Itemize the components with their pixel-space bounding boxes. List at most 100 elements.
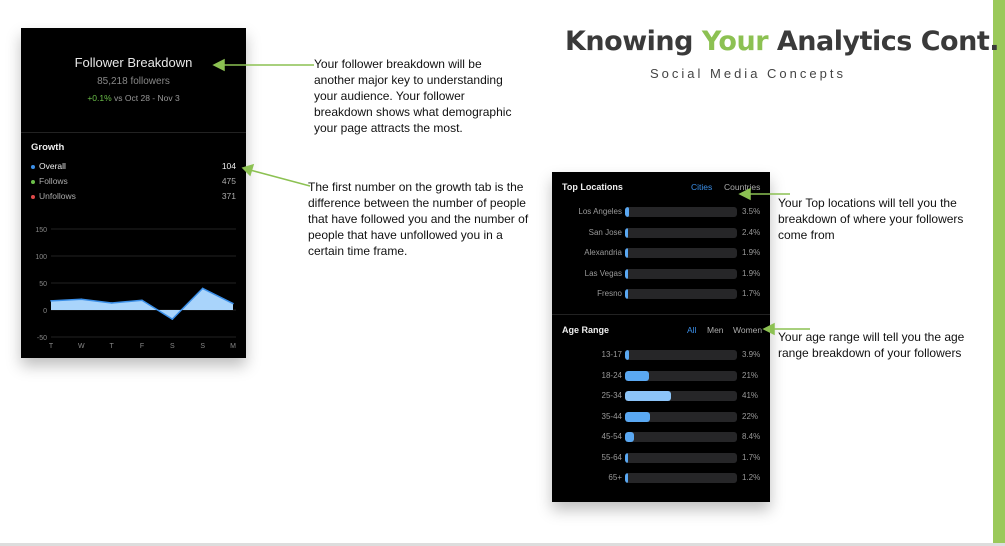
growth-item-unfollows: Unfollows 371	[31, 191, 236, 201]
note-locations: Your Top locations will tell you the bre…	[778, 196, 964, 242]
x-tick-label: W	[78, 343, 85, 350]
bar-track	[625, 289, 737, 299]
bar-value: 21%	[742, 370, 759, 380]
bar-row: 25-34 41%	[552, 390, 770, 402]
bar-fill	[625, 452, 628, 463]
bar-fill	[625, 370, 649, 381]
top-locations-title: Top Locations	[562, 182, 623, 192]
growth-value: 475	[221, 176, 236, 186]
x-tick-label: T	[49, 343, 54, 350]
follower-breakdown-panel: Follower Breakdown 85,218 followers +0.1…	[21, 28, 246, 358]
bar-value: 1.2%	[742, 473, 761, 482]
bar-value: 1.9%	[742, 248, 761, 257]
data-point	[80, 298, 83, 300]
growth-title: Growth	[31, 142, 65, 153]
bar-row: 13-17 3.9%	[552, 349, 770, 361]
growth-label: Overall	[39, 161, 66, 171]
bar-label: 18-24	[601, 370, 622, 380]
y-tick-label: 50	[39, 281, 47, 288]
growth-item-follows: Follows 475	[31, 176, 236, 186]
slide-subtitle: Social Media Concepts	[650, 66, 846, 81]
bar-value: 2.4%	[742, 227, 761, 237]
divider	[21, 132, 246, 133]
bar-row: 65+ 1.2%	[552, 472, 770, 484]
bar-row: Alexandria 1.9%	[552, 247, 770, 259]
y-tick-label: 150	[35, 227, 47, 234]
growth-label: Unfollows	[39, 191, 76, 201]
bar-label: 35-44	[601, 411, 622, 421]
bar-track	[625, 473, 737, 483]
age-range-title: Age Range	[562, 325, 610, 335]
bar-value: 22%	[742, 411, 759, 421]
growth-value: 104	[221, 161, 236, 171]
bar-track	[625, 432, 737, 442]
tab-all[interactable]: All	[687, 325, 697, 335]
note-age: Your age range will tell you the age ran…	[778, 330, 965, 360]
bar-row: San Jose 2.4%	[552, 227, 770, 239]
bar-value: 1.9%	[742, 268, 761, 278]
bar-row: Fresno 1.7%	[552, 288, 770, 300]
follower-count: 85,218 followers	[97, 76, 170, 87]
bar-row: Las Vegas 1.9%	[552, 268, 770, 280]
bar-label: Alexandria	[584, 248, 622, 257]
bar-row: 55-64 1.7%	[552, 452, 770, 464]
divider	[552, 314, 770, 315]
bar-track	[625, 370, 737, 381]
bar-fill	[625, 391, 671, 401]
bar-fill	[625, 207, 629, 217]
bar-track	[625, 391, 737, 401]
bar-track	[625, 248, 737, 258]
follower-change: +0.1% vs Oct 28 - Nov 3	[87, 93, 180, 103]
tab-men[interactable]: Men	[707, 325, 724, 335]
accent-bar	[993, 0, 1005, 546]
area-fill	[51, 288, 233, 320]
bar-label: 13-17	[601, 350, 622, 359]
bar-fill	[625, 289, 628, 299]
bar-fill	[625, 227, 628, 238]
growth-value: 371	[221, 191, 236, 201]
y-tick-label: 0	[43, 308, 47, 315]
legend-dot-icon	[31, 179, 35, 184]
bar-track	[625, 452, 737, 463]
bar-fill	[625, 411, 650, 422]
tab-cities[interactable]: Cities	[691, 182, 713, 192]
data-point	[232, 302, 234, 305]
data-point	[201, 287, 204, 290]
data-point	[50, 300, 52, 302]
growth-label: Follows	[39, 176, 68, 186]
tab-countries[interactable]: Countries	[724, 182, 761, 192]
tab-women[interactable]: Women	[733, 325, 763, 335]
bar-track	[625, 227, 737, 238]
arrow-head	[241, 163, 255, 177]
bar-label: Los Angeles	[578, 207, 622, 216]
bar-value: 3.9%	[742, 350, 761, 359]
bar-label: San Jose	[588, 227, 622, 237]
bar-track	[625, 268, 737, 279]
bar-row: 18-24 21%	[552, 370, 770, 382]
bar-label: 25-34	[601, 391, 622, 400]
arrow-head	[762, 322, 775, 336]
note-breakdown: Your follower breakdown will be another …	[314, 57, 512, 135]
bar-value: 8.4%	[742, 432, 761, 441]
bar-label: 45-54	[601, 432, 622, 441]
bottom-divider	[0, 543, 1005, 546]
arrow-head	[212, 58, 225, 72]
panel-title: Follower Breakdown	[74, 55, 193, 70]
x-tick-label: S	[170, 343, 175, 350]
bar-label: 65+	[608, 473, 622, 482]
bar-value: 3.5%	[742, 207, 761, 216]
bar-fill	[625, 350, 630, 360]
x-tick-label: T	[110, 343, 115, 350]
x-tick-label: S	[200, 343, 205, 350]
bar-fill	[625, 473, 628, 483]
legend-dot-icon	[31, 194, 35, 199]
arrow-head	[738, 187, 751, 201]
audience-panel: Top Locations Cities Countries Los Angel…	[552, 172, 770, 502]
data-point	[110, 302, 113, 304]
x-tick-label: M	[230, 343, 236, 350]
y-tick-label: 100	[35, 254, 47, 261]
data-point	[141, 299, 143, 302]
bar-value: 1.7%	[742, 289, 761, 298]
arrow-growth	[249, 169, 311, 187]
